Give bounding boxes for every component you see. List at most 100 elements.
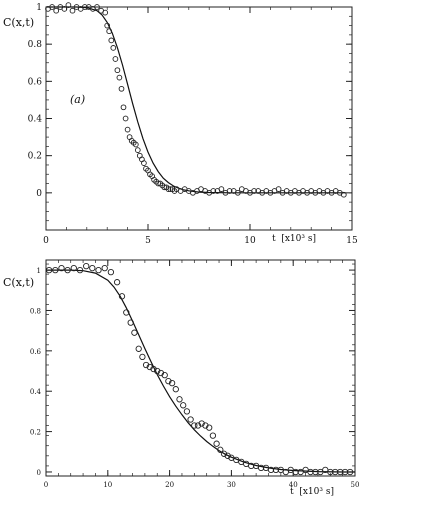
panel-a-x-axis-label: t [x10³ s]: [272, 234, 316, 244]
data-point: [106, 28, 113, 35]
data-point: [118, 85, 125, 92]
data-point: [292, 468, 299, 476]
y-tick-label: 1: [36, 3, 42, 13]
x-tick-label: 0: [43, 236, 49, 246]
data-point: [210, 188, 217, 194]
data-point: [172, 386, 179, 393]
data-point: [248, 462, 255, 470]
data-point: [257, 464, 265, 472]
data-point: [64, 266, 71, 274]
data-point: [69, 7, 76, 14]
data-point: [154, 367, 161, 375]
data-point: [180, 402, 187, 409]
x-tick-label: 30: [227, 481, 236, 489]
data-point: [132, 141, 139, 148]
x-tick-label: 0: [44, 481, 48, 489]
data-point: [346, 468, 354, 476]
data-point: [107, 268, 115, 276]
y-tick-label: 0.8: [28, 40, 43, 50]
data-point: [118, 293, 126, 300]
data-point: [275, 186, 282, 192]
y-tick-label: 0.6: [30, 348, 42, 356]
data-point: [218, 186, 225, 192]
data-point: [52, 266, 59, 274]
data-point: [83, 262, 90, 270]
data-point: [139, 353, 146, 361]
data-point: [124, 126, 131, 133]
data-point: [142, 361, 150, 369]
x-tick-label: 15: [346, 236, 358, 246]
data-point: [104, 22, 111, 29]
data-point: [120, 104, 127, 111]
data-point: [114, 67, 121, 74]
panel-a-annotation: (a): [70, 93, 85, 106]
data-point: [150, 365, 157, 373]
data-point: [61, 6, 68, 12]
data-point: [176, 396, 183, 403]
data-point: [58, 264, 65, 272]
data-point: [101, 264, 108, 272]
panel-b-y-axis-label: C(x,t): [3, 276, 34, 289]
panel-a-y-axis-label: C(x,t): [3, 16, 34, 29]
data-point: [224, 452, 231, 459]
data-point: [340, 191, 347, 198]
data-point: [198, 420, 205, 427]
data-point: [194, 422, 202, 429]
x-tick-label: 5: [145, 236, 151, 246]
data-point: [213, 440, 220, 447]
data-point: [131, 329, 138, 336]
data-point: [53, 7, 60, 14]
panel-a-ticks: [45, 6, 353, 231]
panel-a-frame: [45, 6, 353, 231]
data-point: [94, 4, 100, 10]
x-tick-label: 20: [165, 481, 174, 489]
x-tick-label: 10: [103, 481, 112, 489]
data-point: [45, 266, 53, 274]
y-tick-label: 0.2: [28, 152, 42, 162]
data-point: [141, 160, 147, 166]
data-point: [116, 74, 123, 81]
data-point: [209, 432, 217, 439]
data-point: [165, 377, 172, 385]
data-point: [89, 264, 96, 272]
data-point: [65, 2, 72, 8]
data-point: [183, 408, 191, 415]
y-tick-label: 0.2: [30, 429, 41, 437]
y-tick-label: 0.4: [28, 115, 43, 125]
data-point: [135, 345, 142, 352]
data-point: [217, 446, 224, 453]
data-point: [123, 309, 130, 316]
data-point: [112, 56, 119, 62]
data-point: [272, 466, 280, 474]
data-point: [161, 371, 168, 379]
panel-b-frame: [45, 259, 356, 477]
data-point: [307, 468, 314, 476]
data-point: [234, 189, 241, 196]
data-point: [102, 9, 109, 16]
data-point: [146, 363, 153, 371]
data-point: [134, 147, 141, 153]
panel-b-tick-labels: 0 10 20 30 40 50 0 0.2 0.4 0.6 0.8 1: [30, 267, 360, 489]
data-point: [110, 45, 117, 51]
data-point: [251, 188, 257, 194]
data-point: [165, 186, 172, 192]
data-point: [267, 466, 275, 474]
x-tick-label: 50: [351, 481, 360, 489]
data-point: [191, 422, 198, 429]
panel-b-data-points: [45, 262, 354, 476]
panel-a-data-points: [45, 2, 347, 198]
panel-b-fit-curve: [46, 269, 355, 473]
data-point: [127, 319, 134, 326]
data-point: [206, 424, 213, 431]
data-point: [81, 4, 88, 10]
y-tick-label: 0: [36, 189, 42, 199]
data-point: [327, 468, 334, 476]
data-point: [113, 279, 121, 286]
panel-b-x-axis-label: t [x10³ s]: [290, 487, 334, 497]
panel-b-ticks: [45, 260, 356, 477]
y-tick-label: 1: [37, 267, 41, 275]
data-point: [337, 468, 344, 476]
panel-a-tick-labels: 0 5 10 15 0 0.2 0.4 0.6 0.8 1: [28, 3, 358, 246]
x-tick-label: 10: [244, 236, 256, 246]
